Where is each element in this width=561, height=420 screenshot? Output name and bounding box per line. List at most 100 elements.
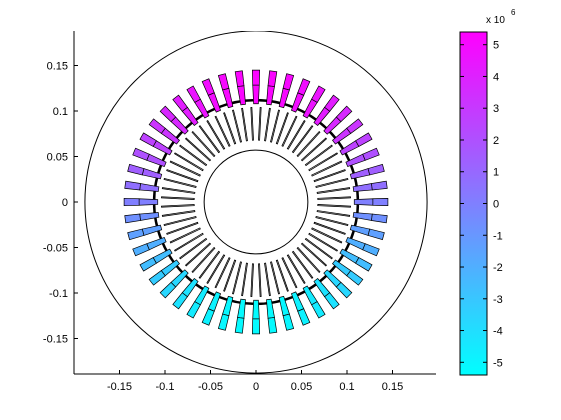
stator-slot-coil	[252, 84, 260, 105]
rotor-slot	[161, 187, 196, 194]
rotor-slot	[169, 227, 201, 244]
rotor-slot	[166, 169, 199, 183]
x-tick-label: -0.1	[156, 381, 175, 393]
rotor-slot	[163, 178, 197, 188]
stator-slot-coil	[362, 243, 380, 257]
rotor-slot	[174, 152, 204, 172]
stator-slot-coil	[124, 213, 141, 224]
rotor-slot	[264, 262, 271, 297]
stator-slot-coil	[172, 94, 188, 112]
colorbar-multiplier-exponent: 6	[511, 8, 516, 17]
stator-slot-coil	[282, 313, 295, 331]
stator-slot-coil	[355, 257, 373, 272]
stator-slot-coil	[335, 281, 353, 299]
y-tick-label: 0.05	[47, 152, 68, 164]
rotor-slot	[161, 196, 195, 200]
x-tick-label: -0.05	[198, 381, 223, 393]
stator-slot-coil	[127, 228, 145, 241]
rotor-slot	[223, 259, 237, 292]
colorbar: 5 4 3 2 1 0 -1 -2 -3 -4 -5 x 10 6	[459, 8, 516, 376]
stator-slot-coil	[367, 163, 385, 176]
stator-slot-coil	[252, 318, 260, 335]
stator-slot-coil	[282, 73, 295, 91]
rotor-slot	[304, 144, 333, 167]
rotor-slot	[250, 263, 254, 297]
stator-slot-coil	[324, 292, 340, 310]
x-tick-label: 0.1	[339, 381, 354, 393]
stator-slot-coil	[267, 317, 278, 334]
stator-slot-coil	[311, 85, 326, 103]
colorbar-multiplier: x 10	[486, 15, 505, 26]
rotor-slot	[316, 187, 351, 194]
rotor-slots	[161, 107, 351, 297]
stator-slot-coil	[139, 257, 157, 272]
stator-slot-coil	[159, 281, 177, 299]
stator-slot-coil	[297, 308, 311, 326]
rotor-slot	[281, 257, 298, 289]
rotor-slot	[206, 254, 226, 284]
stator-slot-coil	[367, 228, 385, 241]
stator-slot-coil	[252, 69, 260, 86]
colorbar-tick-label: 1	[493, 167, 499, 179]
colorbar-tick-label: 3	[493, 103, 499, 115]
rotor-slot	[275, 112, 289, 145]
stator-slot-coil	[217, 73, 230, 91]
stator-slot-coil	[355, 132, 373, 147]
stator-slot-coil	[148, 118, 166, 134]
stator-slot-coil	[123, 198, 140, 206]
rotor-slot	[313, 221, 346, 235]
stator-slot-coil	[138, 198, 159, 206]
colorbar-tick-label: 4	[493, 71, 499, 83]
rotor-slot	[232, 109, 242, 143]
rotor-slot	[174, 232, 204, 252]
y-tick-label: -0.05	[43, 243, 68, 255]
rotor-slot	[198, 250, 221, 279]
stator-slot-coil	[372, 198, 389, 206]
rotor-slot	[184, 242, 212, 267]
stator-slot-coil	[201, 308, 215, 326]
y-tick-label: 0	[62, 197, 68, 209]
rotor-slot	[198, 125, 221, 154]
rotor-slot	[311, 160, 343, 177]
y-tick-label: -0.15	[43, 334, 68, 346]
stator-slot-coil	[186, 301, 201, 319]
rotor-slot	[184, 137, 212, 162]
stator-slot-coil	[353, 198, 374, 206]
stator-slot-coil	[371, 213, 388, 224]
x-axis-ticks: -0.15 -0.1 -0.05 0 0.05 0.1 0.15	[107, 370, 403, 393]
rotor-slot	[291, 250, 314, 279]
rotor-slot	[179, 237, 208, 260]
stator-slot-coil	[132, 147, 150, 161]
rotor-slot	[315, 216, 349, 226]
y-tick-label: 0.1	[53, 106, 68, 118]
stator-slot-coil	[252, 299, 260, 320]
rotor-slot	[163, 216, 197, 226]
colorbar-tick-label: 0	[493, 199, 499, 211]
rotor-slot	[270, 109, 280, 143]
colorbar-gradient	[459, 31, 488, 376]
stator-slot-coil	[127, 163, 145, 176]
stator-slot-coil	[172, 292, 188, 310]
rotor-slot	[161, 210, 196, 217]
x-tick-label: 0	[253, 381, 259, 393]
rotor-slot	[241, 107, 248, 142]
stator-slot-coil	[234, 317, 245, 334]
rotor-slot	[313, 169, 346, 183]
rotor-slot	[191, 246, 216, 274]
colorbar-tick-label: -3	[493, 294, 503, 306]
x-tick-label: 0.05	[291, 381, 312, 393]
stator-slot-coil	[139, 132, 157, 147]
rotor-slot	[232, 261, 242, 295]
rotor-slot	[258, 263, 262, 297]
stator-slot-coil	[362, 147, 380, 161]
stator-slot-coil	[148, 270, 166, 286]
rotor-slot	[311, 227, 343, 244]
rotor-slot	[317, 204, 351, 208]
stator-slot-coil	[267, 70, 278, 87]
rotor-slot	[304, 237, 333, 260]
rotor-slot	[270, 261, 280, 295]
stator-slot-coil	[201, 78, 215, 96]
rotor-slot	[286, 254, 306, 284]
rotor-slot	[300, 137, 328, 162]
